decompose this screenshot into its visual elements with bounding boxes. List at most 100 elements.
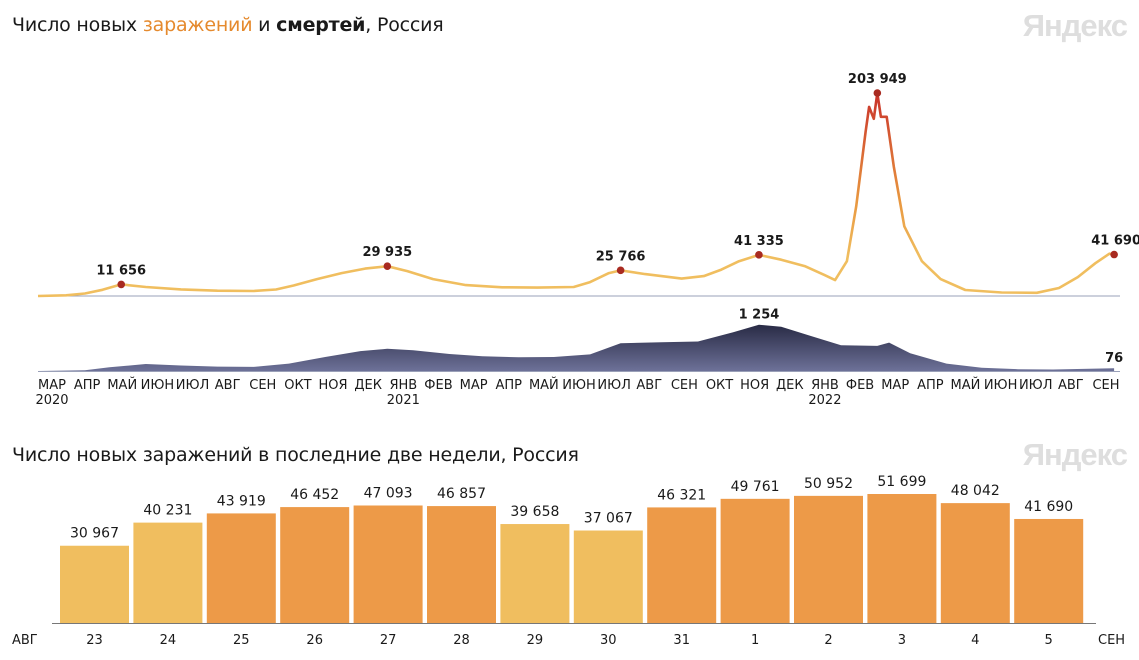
bar <box>353 505 423 623</box>
month-tick-label: ИЮЛ <box>597 378 631 393</box>
month-tick-label: НОЯ <box>740 378 769 393</box>
bar <box>133 522 203 623</box>
month-tick-label: ОКТ <box>706 378 733 393</box>
day-tick-label: 26 <box>306 633 323 648</box>
day-tick-label: 2 <box>824 633 832 648</box>
bar-value-label: 37 067 <box>584 511 633 527</box>
infections-data-label: 29 935 <box>362 245 412 260</box>
bar-value-label: 46 857 <box>437 486 486 502</box>
bar <box>867 494 937 623</box>
chart1-title-pre: Число новых <box>12 14 143 36</box>
deaths-data-label: 1 254 <box>739 308 780 323</box>
day-tick-label: 23 <box>86 633 103 648</box>
infections-data-label: 41 690 <box>1091 234 1139 249</box>
bar <box>1014 518 1084 623</box>
year-tick-label: 2020 <box>35 393 68 408</box>
chart1-title: Число новых заражений и смертей, Россия <box>12 14 444 36</box>
month-tick-label: ИЮЛ <box>176 378 210 393</box>
bar <box>280 507 350 623</box>
infections-data-label: 203 949 <box>848 72 907 87</box>
day-tick-label: 30 <box>600 633 617 648</box>
month-tick-label: ИЮН <box>984 378 1018 393</box>
deaths-area <box>38 324 1115 371</box>
month-tick-label: ДЕК <box>776 378 804 393</box>
yandex-logo: Яндекс <box>1022 8 1128 43</box>
bar <box>206 513 276 623</box>
bar-value-label: 46 321 <box>657 487 706 503</box>
day-tick-label: 29 <box>527 633 544 648</box>
day-tick-label: 31 <box>673 633 690 648</box>
infections-marker <box>1110 250 1118 259</box>
month-tick-label: ОКТ <box>284 378 311 393</box>
month-tick-label: СЕН <box>1092 378 1119 393</box>
month-tick-label: МАР <box>38 378 66 393</box>
infections-data-label: 41 335 <box>734 234 784 249</box>
chart2-title: Число новых заражений в последние две не… <box>12 444 579 466</box>
infections-line <box>37 91 1115 298</box>
month-tick-label: МАЙ <box>529 377 559 393</box>
month-tick-label: АВГ <box>215 378 241 393</box>
month-tick-label: ДЕК <box>354 378 382 393</box>
month-tick-label: АВГ <box>636 378 662 393</box>
bar <box>940 503 1010 623</box>
chart1-title-post: , Россия <box>365 14 444 36</box>
month-tick-label: ФЕВ <box>424 378 452 393</box>
day-tick-label: 5 <box>1045 633 1053 648</box>
chart1-title-deaths: смертей <box>276 14 366 36</box>
bar-value-label: 43 919 <box>217 493 266 509</box>
bar-value-label: 50 952 <box>804 476 853 492</box>
day-tick-label: 24 <box>160 633 177 648</box>
bar-value-label: 30 967 <box>70 526 119 542</box>
year-tick-label: 2021 <box>387 393 420 408</box>
day-tick-label: 27 <box>380 633 397 648</box>
bar <box>500 524 570 623</box>
month-tick-label: ИЮН <box>141 378 175 393</box>
bar <box>647 507 717 623</box>
month-label-right: СЕН <box>1098 633 1125 648</box>
bar <box>573 530 643 623</box>
month-tick-label: АПР <box>917 378 944 393</box>
month-label-left: АВГ <box>12 633 38 648</box>
bar-value-label: 40 231 <box>143 503 192 519</box>
month-tick-label: АПР <box>495 378 522 393</box>
bar-value-label: 41 690 <box>1024 499 1073 515</box>
month-tick-label: АПР <box>74 378 101 393</box>
month-tick-label: СЕН <box>249 378 276 393</box>
bar <box>427 506 496 623</box>
year-tick-label: 2022 <box>808 393 841 408</box>
bar <box>720 498 790 623</box>
day-tick-label: 25 <box>233 633 250 648</box>
day-tick-label: 1 <box>751 633 759 648</box>
month-tick-label: МАР <box>460 378 488 393</box>
day-tick-label: 3 <box>898 633 906 648</box>
month-tick-label: ЯНВ <box>811 378 839 393</box>
month-tick-label: ЯНВ <box>389 378 417 393</box>
deaths-data-label: 76 <box>1105 351 1123 366</box>
day-tick-label: 28 <box>453 633 470 648</box>
infections-marker <box>755 251 763 259</box>
infections-marker <box>117 280 126 289</box>
month-tick-label: АВГ <box>1058 378 1084 393</box>
month-tick-label: МАР <box>881 378 909 393</box>
bar-value-label: 51 699 <box>877 474 926 490</box>
month-tick-label: ИЮЛ <box>1019 378 1053 393</box>
bar <box>794 495 863 623</box>
month-tick-label: МАЙ <box>107 377 137 393</box>
bar-value-label: 39 658 <box>510 504 559 520</box>
chart1-title-mid: и <box>252 14 277 36</box>
yandex-logo-2: Яндекс <box>1022 437 1128 472</box>
infections-marker <box>873 89 882 97</box>
infections-data-label: 25 766 <box>596 249 646 264</box>
month-tick-label: ИЮН <box>562 378 596 393</box>
bar-value-label: 47 093 <box>364 485 413 501</box>
infections-data-label: 11 656 <box>96 263 146 278</box>
month-tick-label: ФЕВ <box>846 378 874 393</box>
month-tick-label: СЕН <box>671 378 698 393</box>
bar <box>60 545 129 623</box>
infections-marker <box>616 266 625 275</box>
chart1-title-infections: заражений <box>142 14 253 36</box>
bar-value-label: 49 761 <box>731 479 780 495</box>
infections-marker <box>383 262 392 271</box>
bar-value-label: 48 042 <box>951 483 1000 499</box>
